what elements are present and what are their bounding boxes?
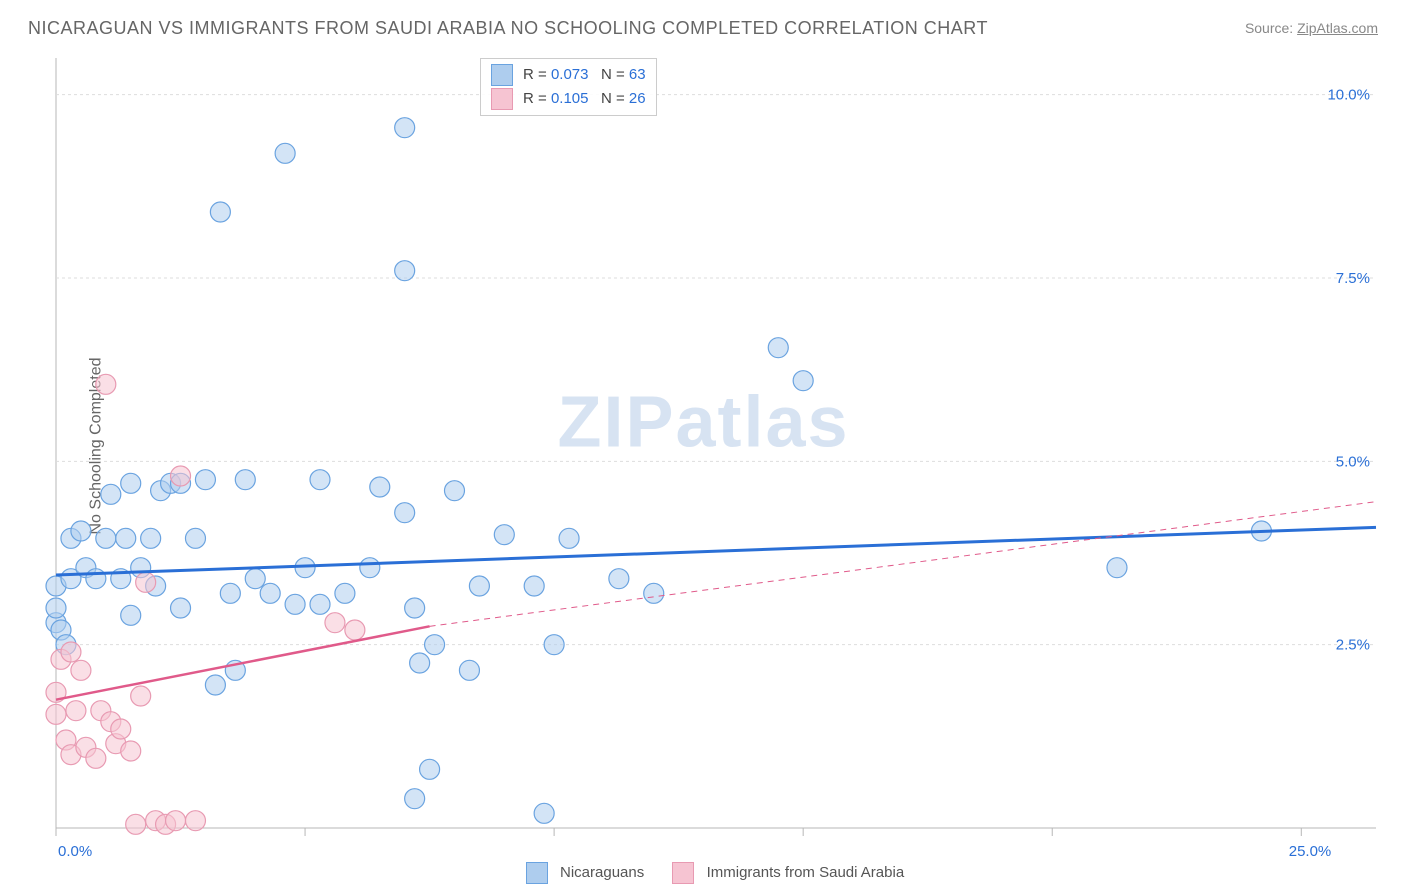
stats-legend-box: R = 0.073 N = 63R = 0.105 N = 26 — [480, 58, 657, 116]
svg-text:5.0%: 5.0% — [1336, 453, 1370, 470]
svg-text:ZIPatlas: ZIPatlas — [557, 383, 849, 463]
legend-swatch-nicaraguans — [526, 862, 548, 884]
stats-text-saudi: R = 0.105 N = 26 — [523, 87, 646, 111]
svg-text:10.0%: 10.0% — [1327, 87, 1370, 104]
svg-text:25.0%: 25.0% — [1289, 843, 1332, 860]
legend-swatch-saudi — [672, 862, 694, 884]
stats-swatch-nicaraguans — [491, 64, 513, 86]
legend-label-saudi: Immigrants from Saudi Arabia — [707, 864, 905, 881]
stats-row-saudi: R = 0.105 N = 26 — [491, 87, 646, 111]
stats-row-nicaraguans: R = 0.073 N = 63 — [491, 63, 646, 87]
svg-text:2.5%: 2.5% — [1336, 637, 1370, 654]
series-legend: Nicaraguans Immigrants from Saudi Arabia — [0, 862, 1406, 884]
legend-label-nicaraguans: Nicaraguans — [560, 864, 644, 881]
svg-text:0.0%: 0.0% — [58, 843, 92, 860]
stats-text-nicaraguans: R = 0.073 N = 63 — [523, 63, 646, 87]
scatter-plot: 2.5% 5.0% 7.5% 10.0% 0.0% 25.0% ZIPatlas — [0, 0, 1406, 892]
stats-swatch-saudi — [491, 88, 513, 110]
chart-container: NICARAGUAN VS IMMIGRANTS FROM SAUDI ARAB… — [0, 0, 1406, 892]
svg-text:7.5%: 7.5% — [1336, 270, 1370, 287]
